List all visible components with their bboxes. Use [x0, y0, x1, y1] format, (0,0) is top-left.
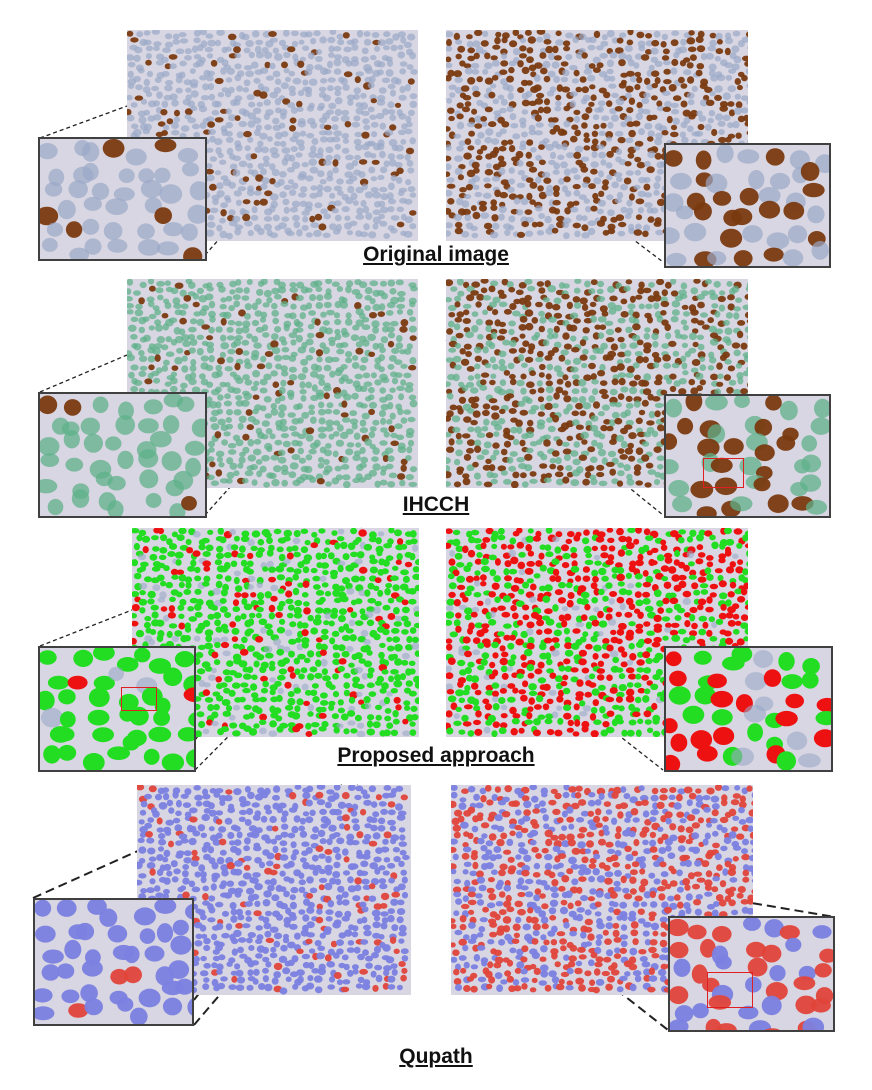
zoomed-tissue: [35, 900, 192, 1024]
proposed-right-zoom-inset: [664, 646, 833, 772]
highlight-box: [703, 458, 744, 488]
proposed-left-panel: [132, 528, 419, 737]
tissue-image: [132, 528, 419, 737]
highlight-box: [707, 972, 753, 1008]
ihcch-right-panel: [446, 279, 748, 488]
original-right-panel: [446, 30, 748, 241]
zoomed-tissue: [40, 394, 205, 516]
ihcch-left-zoom-inset: [38, 392, 207, 518]
caption-qupath: Qupath: [399, 1045, 473, 1068]
original-left-zoom-inset: [38, 137, 207, 261]
zoomed-tissue: [666, 145, 829, 266]
caption-ihcch: IHCCH: [402, 493, 470, 516]
original-left-panel: [127, 30, 418, 241]
tissue-image: [127, 30, 418, 241]
zoomed-tissue: [670, 918, 833, 1030]
connector-line: [39, 354, 128, 393]
caption-proposed-approach: Proposed approach: [337, 744, 535, 767]
qupath-left-zoom-inset: [33, 898, 194, 1026]
ihcch-left-panel: [127, 279, 418, 488]
ihcch-right-zoom-inset: [664, 394, 831, 518]
qupath-right-zoom-inset: [668, 916, 835, 1032]
connector-line: [32, 849, 141, 899]
original-right-zoom-inset: [664, 143, 831, 268]
tissue-image: [127, 279, 418, 488]
connector-line: [39, 105, 128, 139]
caption-original-image: Original image: [363, 243, 509, 266]
tissue-image: [446, 30, 748, 241]
connector-line: [39, 609, 133, 647]
zoomed-tissue: [666, 648, 831, 770]
zoomed-tissue: [40, 139, 205, 259]
zoomed-tissue: [666, 396, 829, 516]
tissue-image: [446, 279, 748, 488]
highlight-box: [121, 687, 157, 711]
